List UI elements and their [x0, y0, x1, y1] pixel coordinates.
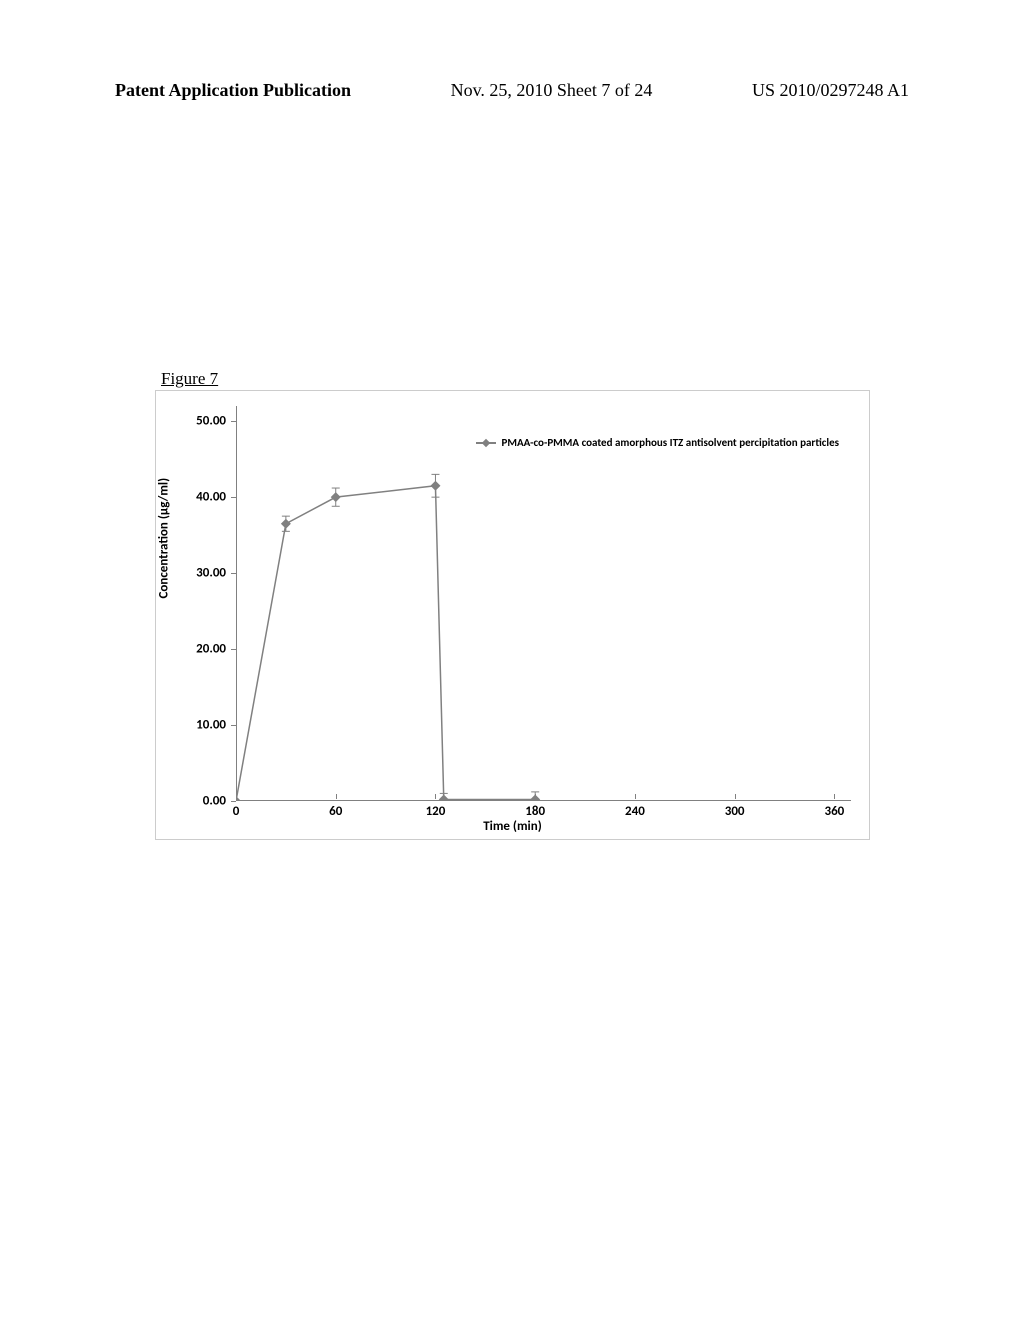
- x-tick-mark: [535, 794, 536, 799]
- y-tick-label: 40.00: [196, 490, 226, 505]
- page-header: Patent Application Publication Nov. 25, …: [0, 80, 1024, 101]
- chart-svg: [236, 406, 851, 801]
- x-tick-mark: [236, 794, 237, 799]
- chart-plot-area: [236, 406, 851, 801]
- x-tick-label: 120: [426, 804, 446, 819]
- y-tick-mark: [231, 421, 236, 422]
- x-tick-label: 360: [824, 804, 844, 819]
- y-tick-mark: [231, 725, 236, 726]
- data-marker: [331, 492, 341, 502]
- x-tick-mark: [834, 794, 835, 799]
- data-marker: [281, 519, 291, 529]
- header-date-sheet: Nov. 25, 2010 Sheet 7 of 24: [451, 80, 653, 101]
- x-tick-label: 60: [329, 804, 342, 819]
- x-tick-mark: [735, 794, 736, 799]
- x-tick-label: 180: [525, 804, 545, 819]
- x-axis-label: Time (min): [483, 819, 542, 834]
- y-tick-label: 30.00: [196, 566, 226, 581]
- data-marker: [439, 794, 449, 801]
- y-tick-label: 20.00: [196, 642, 226, 657]
- y-axis-label: Concentration (µg/ml): [157, 478, 172, 599]
- y-tick-label: 50.00: [196, 414, 226, 429]
- y-tick-label: 10.00: [196, 718, 226, 733]
- data-line: [236, 486, 535, 801]
- x-tick-mark: [336, 794, 337, 799]
- header-publication: Patent Application Publication: [115, 80, 351, 101]
- y-tick-mark: [231, 497, 236, 498]
- x-tick-label: 0: [233, 804, 240, 819]
- y-tick-mark: [231, 573, 236, 574]
- data-marker: [430, 481, 440, 491]
- x-tick-label: 300: [725, 804, 745, 819]
- figure-container: Figure 7 Concentration (µg/ml) Time (min…: [155, 390, 870, 840]
- y-tick-mark: [231, 801, 236, 802]
- header-patent-number: US 2010/0297248 A1: [752, 80, 909, 101]
- y-tick-label: 0.00: [203, 794, 226, 809]
- figure-label: Figure 7: [161, 369, 218, 389]
- y-tick-mark: [231, 649, 236, 650]
- x-tick-mark: [635, 794, 636, 799]
- x-tick-label: 240: [625, 804, 645, 819]
- x-tick-mark: [435, 794, 436, 799]
